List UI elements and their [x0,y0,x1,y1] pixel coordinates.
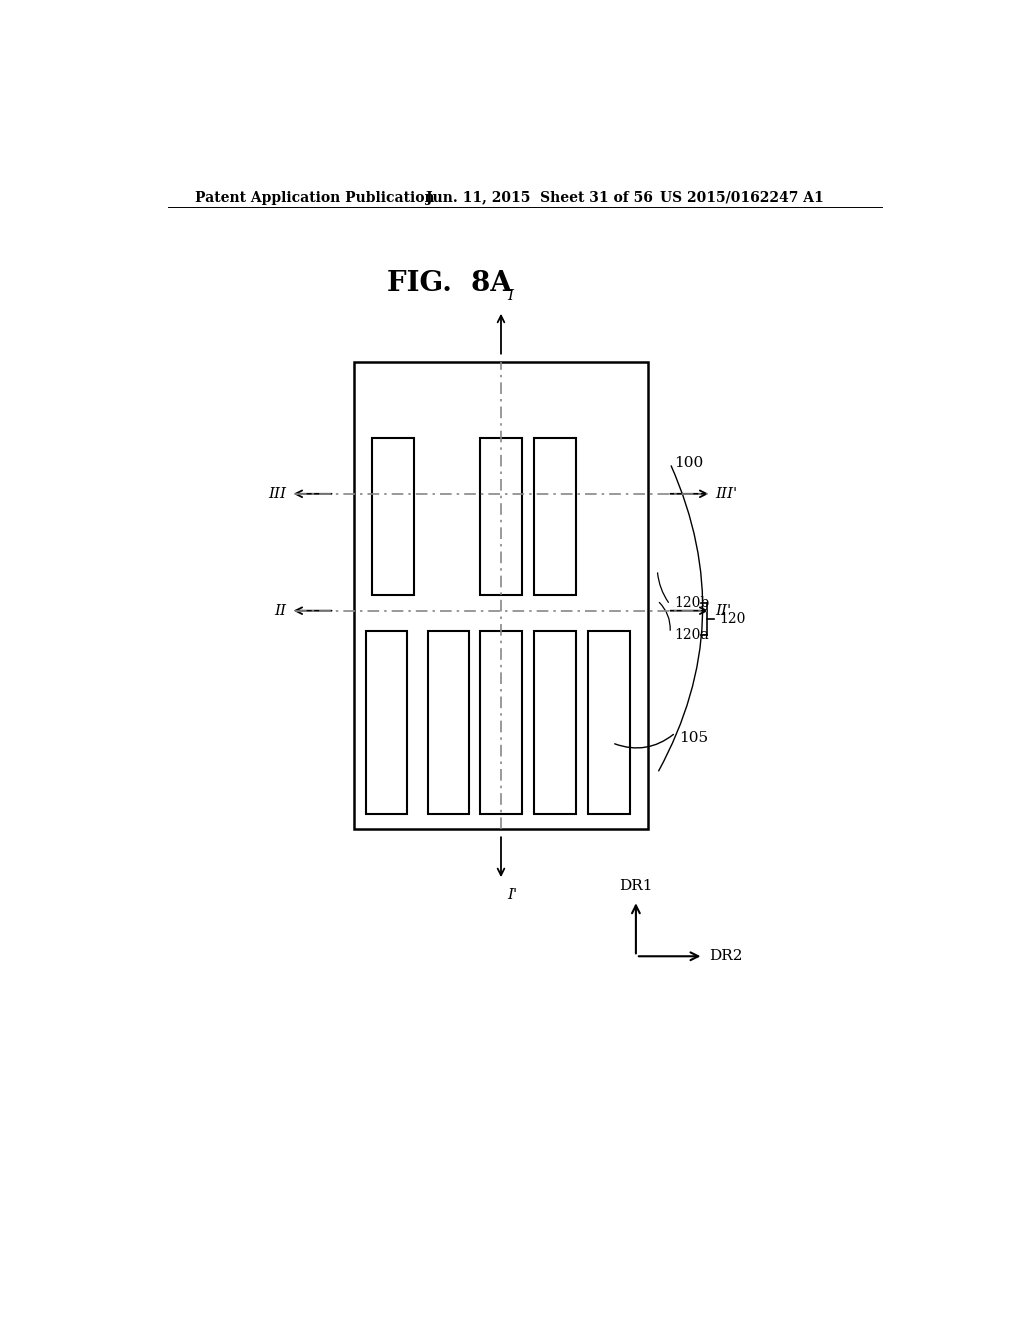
Text: DR2: DR2 [709,949,742,964]
Text: III': III' [715,487,737,500]
Text: 100: 100 [674,457,703,470]
Bar [480,631,521,814]
Bar [373,438,414,595]
Text: DR1: DR1 [620,879,652,894]
Text: II': II' [715,603,731,618]
Text: 105: 105 [680,731,709,744]
Bar [588,631,630,814]
Bar [428,631,469,814]
Bar [354,362,648,829]
Bar [367,631,408,814]
Text: I': I' [507,888,517,902]
Text: FIG.  8A: FIG. 8A [387,271,512,297]
Text: Jun. 11, 2015  Sheet 31 of 56: Jun. 11, 2015 Sheet 31 of 56 [426,191,652,205]
Text: 120b: 120b [674,595,710,610]
Text: 120a: 120a [674,628,709,642]
Bar [480,438,521,595]
Bar [535,438,575,595]
Text: III: III [268,487,287,500]
Text: II: II [274,603,287,618]
Text: I: I [507,289,513,302]
Text: Patent Application Publication: Patent Application Publication [196,191,435,205]
Bar [535,631,575,814]
Text: 120: 120 [719,612,745,626]
Text: US 2015/0162247 A1: US 2015/0162247 A1 [659,191,823,205]
